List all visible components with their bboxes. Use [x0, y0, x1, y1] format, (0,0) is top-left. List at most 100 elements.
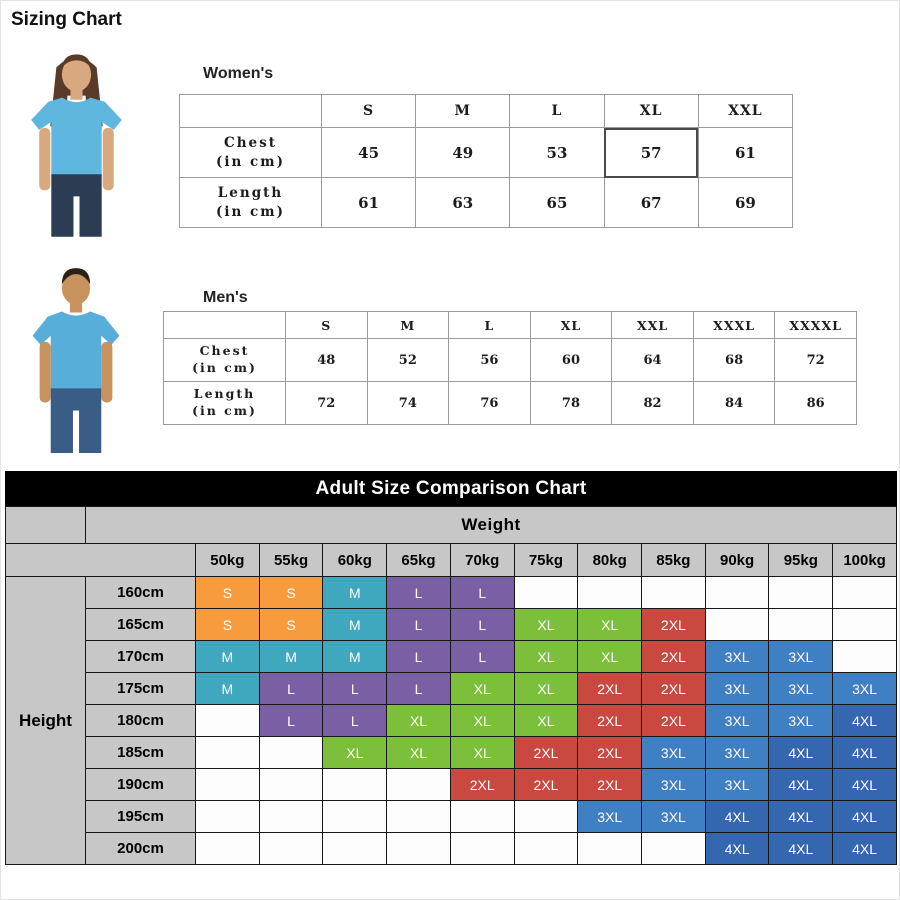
size-cell: S: [195, 608, 260, 641]
size-cell: 4XL: [832, 800, 897, 833]
size-cell-empty: [513, 832, 579, 865]
woman-arm-left: [39, 127, 51, 191]
mens-size-header: XXXXL: [774, 311, 857, 339]
size-cell: 2XL: [641, 640, 706, 673]
size-cell: 3XL: [641, 800, 706, 833]
size-cell: L: [386, 608, 451, 641]
size-cell: L: [258, 704, 324, 737]
size-cell: L: [258, 672, 324, 705]
size-cell: 3XL: [704, 768, 770, 801]
size-cell-empty: [195, 800, 260, 833]
size-cell-empty: [832, 640, 897, 673]
size-cell: 3XL: [704, 672, 770, 705]
size-cell: L: [449, 640, 515, 673]
mens-value-cell: 60: [529, 338, 613, 382]
size-cell-empty: [258, 768, 324, 801]
mens-corner-cell: [163, 311, 286, 339]
size-cell: 3XL: [641, 736, 706, 769]
size-cell: XL: [449, 672, 515, 705]
mens-row-label: Length (in cm): [163, 381, 286, 425]
weight-value-header: 75kg: [513, 543, 579, 577]
woman-fringe: [61, 54, 92, 69]
size-cell-empty: [449, 800, 515, 833]
mens-value-cell: 48: [285, 338, 368, 382]
size-cell: 2XL: [641, 608, 706, 641]
size-cell: XL: [577, 608, 643, 641]
size-cell-empty: [322, 768, 388, 801]
mens-size-header: XXXL: [692, 311, 776, 339]
size-cell: 3XL: [768, 640, 834, 673]
size-cell: 3XL: [577, 800, 643, 833]
size-cell: 2XL: [641, 672, 706, 705]
mens-model-photo: [32, 268, 120, 453]
mens-size-header: XXL: [611, 311, 694, 339]
comparison-row: 165cm S S M L L XL XL 2XL: [6, 608, 897, 641]
size-cell: 3XL: [832, 672, 897, 705]
mens-value-cell: 72: [285, 381, 368, 425]
size-cell: S: [258, 576, 324, 609]
weight-axis-label: Weight: [85, 506, 897, 544]
womens-size-header: XL: [603, 94, 699, 128]
man-arm-right: [101, 341, 113, 403]
size-cell: M: [322, 640, 388, 673]
size-cell: M: [258, 640, 324, 673]
comparison-row: 200cm 4XL 4XL 4XL: [6, 832, 897, 865]
size-cell: 2XL: [513, 768, 579, 801]
size-cell: L: [386, 672, 451, 705]
mens-row-label-line2: (in cm): [192, 360, 257, 375]
size-cell-empty: [322, 800, 388, 833]
womens-header-row: S M L XL XXL: [179, 94, 794, 128]
size-cell-empty: [768, 576, 834, 609]
mens-value-cell: 68: [692, 338, 776, 382]
size-cell: L: [386, 576, 451, 609]
size-cell: L: [322, 704, 388, 737]
size-cell-empty: [258, 736, 324, 769]
size-cell: 4XL: [832, 704, 897, 737]
womens-size-header: L: [509, 94, 605, 128]
womens-value-cell: 69: [697, 177, 794, 228]
mens-section-label: Men's: [203, 289, 248, 306]
size-cell-empty: [386, 832, 451, 865]
size-cell: 2XL: [577, 672, 643, 705]
mens-size-header: S: [285, 311, 368, 339]
woman-jeans: [51, 174, 102, 237]
size-cell: M: [322, 608, 388, 641]
womens-value-cell: 67: [603, 177, 699, 228]
size-cell: S: [258, 608, 324, 641]
size-cell-empty: [322, 832, 388, 865]
man-neck: [69, 301, 83, 313]
size-cell-empty: [768, 608, 834, 641]
size-cell: M: [195, 640, 260, 673]
comparison-row: 185cm XL XL XL 2XL 2XL 3XL 3XL 4XL 4XL: [6, 736, 897, 769]
comparison-row: Height 160cm S S M L L: [5, 576, 897, 865]
size-cell: 4XL: [768, 768, 834, 801]
weight-value-header: 70kg: [449, 543, 515, 577]
size-cell: S: [195, 576, 260, 609]
height-value-header: 165cm: [85, 608, 196, 641]
size-cell: 4XL: [704, 832, 770, 865]
womens-row-label-line1: Length: [217, 185, 284, 202]
weight-values-row: 50kg 55kg 60kg 65kg 70kg 75kg 80kg 85kg 90kg 95kg…: [5, 543, 897, 577]
size-cell-empty: [641, 832, 706, 865]
comparison-corner-cell-top: [5, 506, 86, 544]
size-cell: XL: [449, 704, 515, 737]
mens-size-table: S M L XL XXL XXXL XXXXL Chest (in cm) 48 52 56 60 64 6…: [163, 311, 857, 425]
woman-face: [61, 57, 92, 92]
size-cell-empty: [641, 576, 706, 609]
man-tshirt: [32, 311, 120, 391]
womens-model-photo: [31, 54, 122, 237]
height-value-header: 170cm: [85, 640, 196, 673]
weight-value-header: 50kg: [195, 543, 260, 577]
mens-row-label-line2: (in cm): [192, 403, 257, 418]
womens-row-label: Chest (in cm): [179, 127, 322, 178]
size-cell: XL: [513, 704, 579, 737]
mens-value-cell: 82: [611, 381, 694, 425]
womens-row-label-line2: (in cm): [216, 203, 285, 220]
comparison-row: 190cm 2XL 2XL 2XL 3XL 3XL 4XL 4XL: [6, 768, 897, 801]
size-cell: XL: [513, 672, 579, 705]
mens-measure-row: Length (in cm) 72 74 76 78 82 84 86: [163, 381, 857, 425]
womens-size-header: S: [320, 94, 417, 128]
womens-measure-row: Length (in cm) 61 63 65 67 69: [179, 177, 794, 228]
size-cell: 2XL: [449, 768, 515, 801]
size-cell-empty: [449, 832, 515, 865]
